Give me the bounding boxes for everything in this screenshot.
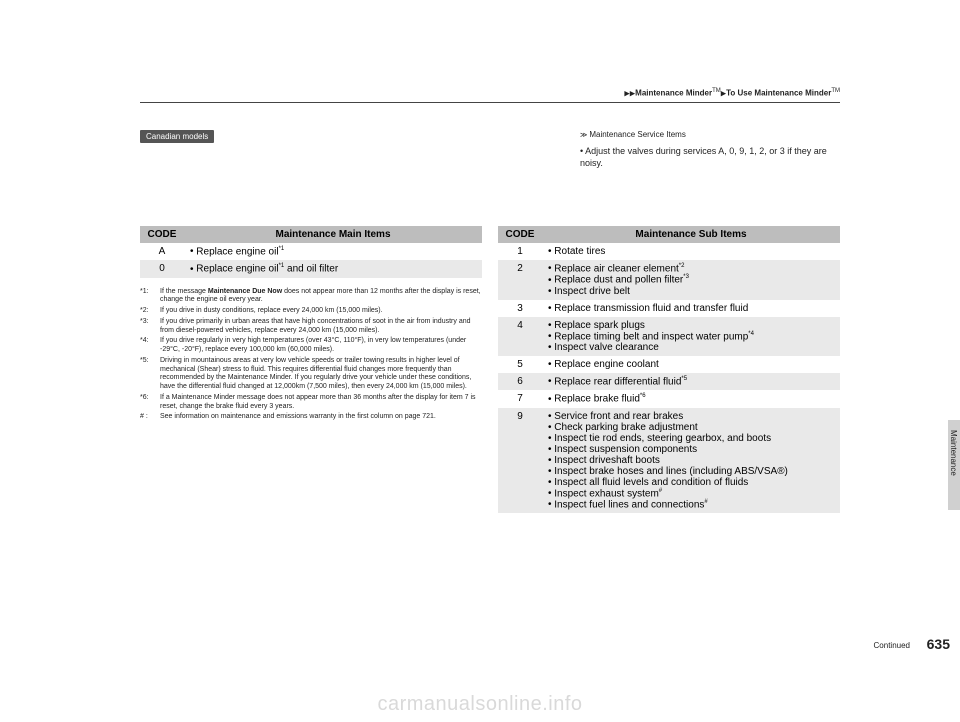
list-item: Inspect suspension components — [548, 444, 834, 455]
list-item: Replace brake fluid*6 — [548, 393, 834, 404]
desc-cell: Rotate tires — [542, 243, 840, 260]
service-items-heading: ≫Maintenance Service Items — [580, 130, 686, 139]
sub-desc-header: Maintenance Sub Items — [542, 226, 840, 243]
code-cell: 3 — [498, 300, 542, 317]
continued-label: Continued — [874, 641, 910, 650]
footnote-key: *5: — [140, 357, 160, 392]
desc-cell: Replace brake fluid*6 — [542, 390, 840, 407]
footnote-key: *6: — [140, 394, 160, 412]
footnote: *6:If a Maintenance Minder message does … — [140, 394, 482, 412]
model-badge: Canadian models — [140, 130, 214, 143]
desc-cell: Replace engine oil*1 and oil filter — [184, 260, 482, 277]
tm-sup: TM — [712, 88, 721, 94]
main-code-header: CODE — [140, 226, 184, 243]
code-cell: 1 — [498, 243, 542, 260]
list-item: Inspect fuel lines and connections# — [548, 499, 834, 510]
top-rule — [140, 102, 840, 103]
footnote-key: *4: — [140, 337, 160, 355]
code-cell: 5 — [498, 356, 542, 373]
breadcrumb-part1: Maintenance Minder — [635, 89, 712, 98]
list-item: Inspect drive belt — [548, 286, 834, 297]
footnote-key: *3: — [140, 318, 160, 336]
main-column: CODE Maintenance Main Items A Replace eng… — [140, 226, 482, 513]
desc-cell: Service front and rear brakesCheck parki… — [542, 408, 840, 514]
list-item: Replace timing belt and inspect water pu… — [548, 331, 834, 342]
tm-sup: TM — [831, 88, 840, 94]
footnote-text: Driving in mountainous areas at very low… — [160, 357, 482, 392]
list-item: Inspect brake hoses and lines (including… — [548, 466, 834, 477]
desc-cell: Replace engine coolant — [542, 356, 840, 373]
list-item: Replace spark plugs — [548, 320, 834, 331]
list-item: Replace dust and pollen filter*3 — [548, 274, 834, 285]
code-cell: A — [140, 243, 184, 260]
list-item: Replace engine coolant — [548, 359, 834, 370]
desc-cell: Replace rear differential fluid*5 — [542, 373, 840, 390]
sub-code-header: CODE — [498, 226, 542, 243]
code-cell: 4 — [498, 317, 542, 356]
code-cell: 6 — [498, 373, 542, 390]
footnote: *1:If the message Maintenance Due Now do… — [140, 288, 482, 306]
code-cell: 0 — [140, 260, 184, 277]
footnote-text: If a Maintenance Minder message does not… — [160, 394, 482, 412]
table-row: 7 Replace brake fluid*6 — [498, 390, 840, 407]
table-row: 2Replace air cleaner element*2Replace du… — [498, 260, 840, 300]
footnote-text: If the message Maintenance Due Now does … — [160, 288, 482, 306]
desc-cell: Replace engine oil*1 — [184, 243, 482, 260]
footnote-key: *1: — [140, 288, 160, 306]
page-number: 635 — [927, 636, 950, 652]
footnote-key: *2: — [140, 307, 160, 316]
list-item: Replace air cleaner element*2 — [548, 263, 834, 274]
sub-column: CODE Maintenance Sub Items 1 Rotate tires… — [498, 226, 840, 513]
list-item: Rotate tires — [548, 246, 834, 257]
table-row: A Replace engine oil*1 — [140, 243, 482, 260]
footnote-text: See information on maintenance and emiss… — [160, 413, 436, 422]
footnote: *3:If you drive primarily in urban areas… — [140, 318, 482, 336]
main-items-table: CODE Maintenance Main Items A Replace eng… — [140, 226, 482, 278]
table-row: 6 Replace rear differential fluid*5 — [498, 373, 840, 390]
list-item: Inspect driveshaft boots — [548, 455, 834, 466]
footnote-text: If you drive regularly in very high temp… — [160, 337, 482, 355]
table-row: 0 Replace engine oil*1 and oil filter — [140, 260, 482, 277]
breadcrumb: ▶▶Maintenance MinderTM▶To Use Maintenanc… — [624, 88, 840, 98]
desc-cell: Replace transmission fluid and transfer … — [542, 300, 840, 317]
code-cell: 7 — [498, 390, 542, 407]
list-item: Inspect tie rod ends, steering gearbox, … — [548, 433, 834, 444]
footnote: *4:If you drive regularly in very high t… — [140, 337, 482, 355]
footnotes: *1:If the message Maintenance Due Now do… — [140, 288, 482, 423]
footnote: *5:Driving in mountainous areas at very … — [140, 357, 482, 392]
watermark: carmanualsonline.info — [0, 693, 960, 716]
table-row: 1 Rotate tires — [498, 243, 840, 260]
table-row: 9Service front and rear brakesCheck park… — [498, 408, 840, 514]
list-item: Service front and rear brakes — [548, 411, 834, 422]
list-item: Replace engine oil*1 and oil filter — [190, 263, 476, 274]
table-row: 4Replace spark plugsReplace timing belt … — [498, 317, 840, 356]
list-item: Replace transmission fluid and transfer … — [548, 303, 834, 314]
footnote: # :See information on maintenance and em… — [140, 413, 482, 422]
side-section-label: Maintenance — [949, 430, 958, 476]
service-items-note: • Adjust the valves during services A, 0… — [580, 145, 840, 169]
list-item: Check parking brake adjustment — [548, 422, 834, 433]
code-cell: 2 — [498, 260, 542, 300]
list-item: Inspect all fluid levels and condition o… — [548, 477, 834, 488]
list-item: Inspect exhaust system# — [548, 488, 834, 499]
code-cell: 9 — [498, 408, 542, 514]
footnote-text: If you drive primarily in urban areas th… — [160, 318, 482, 336]
footnote: *2:If you drive in dusty conditions, rep… — [140, 307, 482, 316]
chevron-icon: ≫ — [580, 132, 587, 139]
desc-cell: Replace spark plugsReplace timing belt a… — [542, 317, 840, 356]
table-row: 5 Replace engine coolant — [498, 356, 840, 373]
sub-items-table: CODE Maintenance Sub Items 1 Rotate tires… — [498, 226, 840, 513]
main-desc-header: Maintenance Main Items — [184, 226, 482, 243]
list-item: Inspect valve clearance — [548, 342, 834, 353]
service-items-label: Maintenance Service Items — [589, 130, 686, 139]
list-item: Replace engine oil*1 — [190, 246, 476, 257]
footnote-text: If you drive in dusty conditions, replac… — [160, 307, 383, 316]
list-item: Replace rear differential fluid*5 — [548, 376, 834, 387]
tables-row: CODE Maintenance Main Items A Replace eng… — [140, 226, 840, 513]
breadcrumb-part2: To Use Maintenance Minder — [726, 89, 831, 98]
table-row: 3 Replace transmission fluid and transfer… — [498, 300, 840, 317]
footnote-key: # : — [140, 413, 160, 422]
desc-cell: Replace air cleaner element*2Replace dus… — [542, 260, 840, 300]
